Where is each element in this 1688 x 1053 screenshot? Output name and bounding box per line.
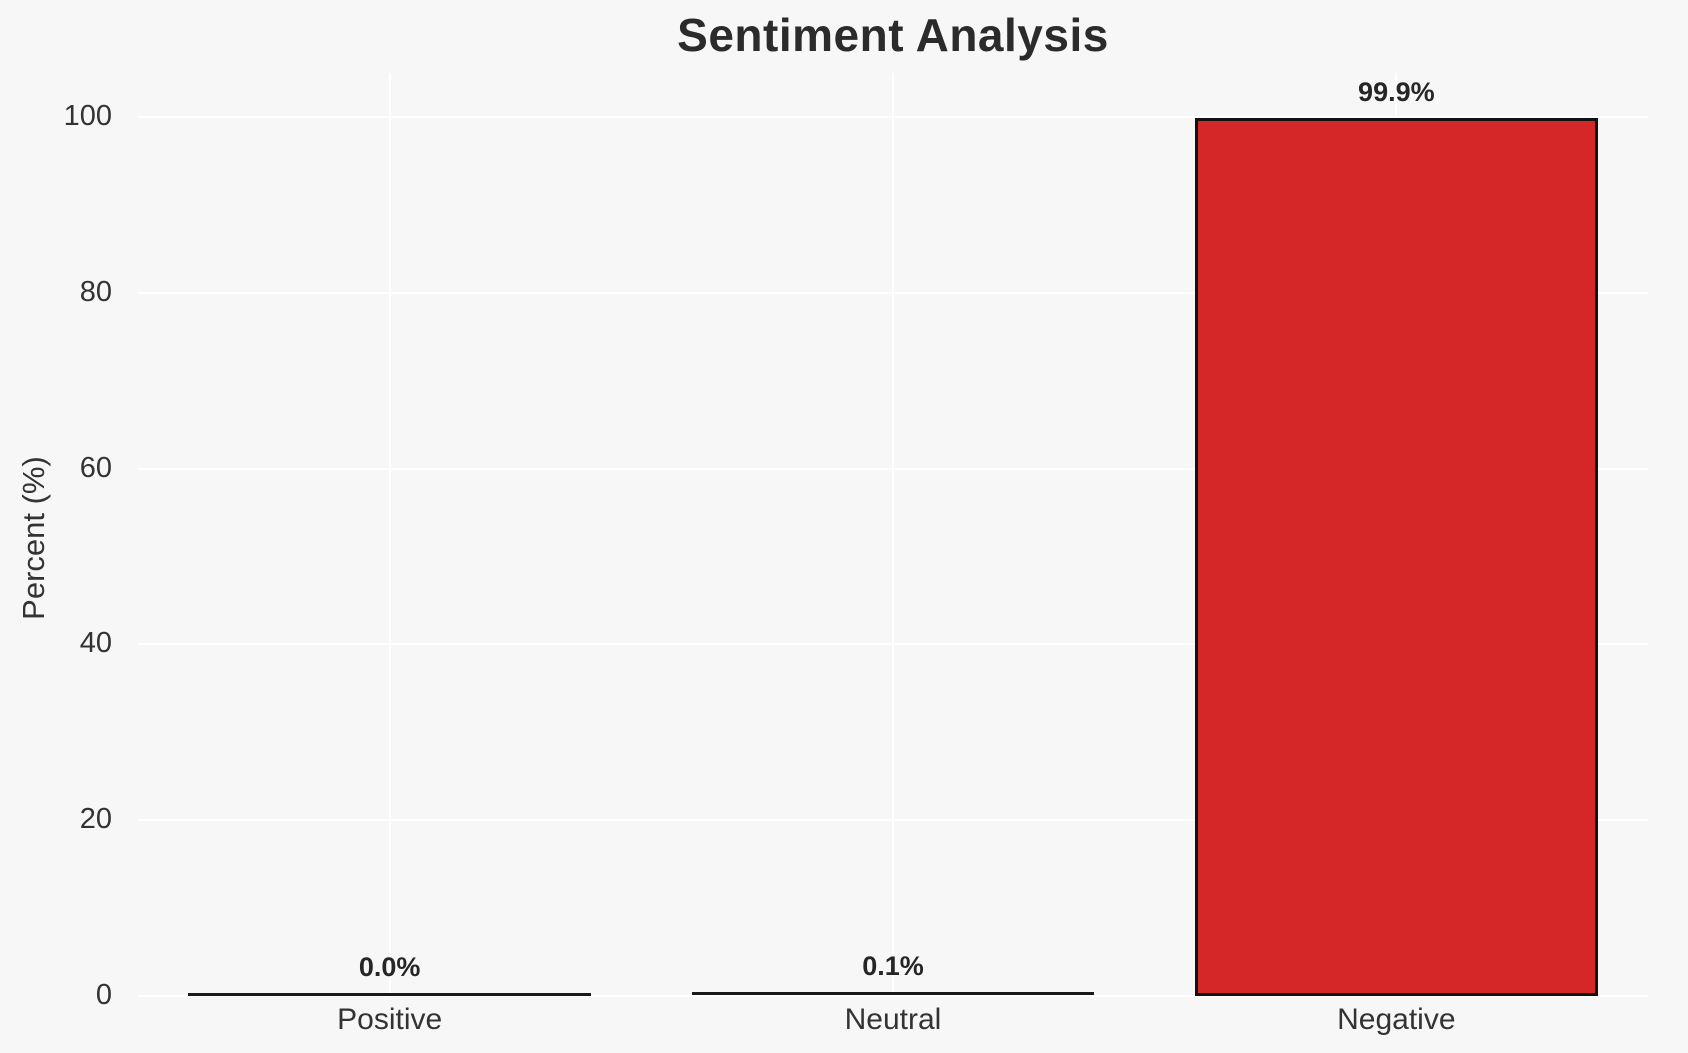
bar-value-label: 0.0% [358, 952, 421, 982]
bar-value-label: 99.9% [1358, 76, 1435, 107]
x-tick-label: Positive [337, 1003, 443, 1036]
y-tick-label: 20 [79, 803, 112, 836]
x-tick-label: Neutral [844, 1003, 942, 1036]
x-tick-label: Negative [1337, 1003, 1456, 1036]
y-tick-label: 80 [79, 275, 112, 308]
gridline-vertical [388, 73, 391, 996]
y-tick-label: 60 [79, 451, 112, 484]
bar-negative [1195, 117, 1598, 996]
bar-value-label: 0.1% [862, 951, 924, 982]
y-tick-label: 40 [79, 627, 112, 660]
bar-neutral [691, 992, 1095, 996]
y-tick-label: 100 [63, 99, 112, 132]
gridline-horizontal [138, 995, 1648, 997]
y-tick-label: 0 [95, 979, 112, 1011]
chart-title: Sentiment Analysis [677, 9, 1109, 61]
gridline-vertical [892, 73, 894, 996]
bar-positive [188, 993, 591, 996]
